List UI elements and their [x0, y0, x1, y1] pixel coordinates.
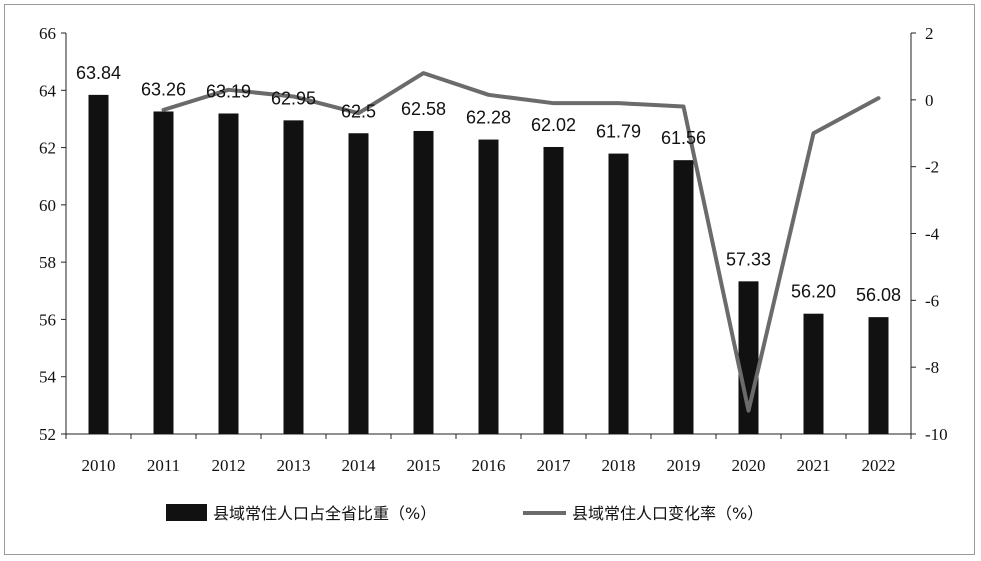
bar [348, 133, 369, 434]
bar-value-label: 63.84 [76, 63, 121, 83]
left-tick-label: 56 [39, 310, 56, 329]
legend: 县域常住人口占全省比重（%） 县域常住人口变化率（%） [166, 504, 763, 523]
bar [868, 317, 889, 434]
x-tick-label: 2015 [407, 456, 441, 475]
right-tick-label: -6 [925, 291, 939, 310]
bar [88, 94, 109, 435]
line-point [292, 94, 295, 98]
line-point [747, 409, 750, 413]
bar [608, 153, 629, 434]
change-rate-line [161, 71, 881, 413]
bar-value-label: 57.33 [726, 249, 771, 269]
line-point [682, 105, 685, 109]
bar-value-label: 62.02 [531, 115, 576, 135]
x-tick-label: 2022 [862, 456, 896, 475]
bar [543, 146, 564, 434]
bar-value-label: 62.28 [466, 108, 511, 128]
bar-value-label: 63.19 [206, 81, 251, 101]
legend-swatch-bar [166, 504, 207, 521]
line-point [227, 88, 230, 92]
bar-value-label: 62.95 [271, 88, 316, 108]
x-tick-label: 2010 [82, 456, 116, 475]
x-tick-label: 2017 [537, 456, 572, 475]
bar-value-label: 62.5 [341, 101, 376, 121]
legend-label-line: 县域常住人口变化率（%） [572, 504, 763, 523]
bar-value-label: 63.26 [141, 79, 186, 99]
line-point [422, 71, 425, 75]
line-point [877, 96, 880, 100]
legend-label-bar: 县域常住人口占全省比重（%） [213, 504, 436, 523]
left-tick-label: 52 [39, 425, 56, 444]
bar [478, 139, 499, 434]
line-group [161, 71, 881, 413]
line-point [162, 108, 165, 112]
bar-value-label: 56.20 [791, 282, 836, 302]
data-labels-group: 63.84 63.26 63.19 62.95 62.5 62.58 62.28 62.02 6… [76, 63, 901, 305]
x-tick-label: 2016 [472, 456, 506, 475]
line-point [552, 101, 555, 105]
bar [803, 313, 824, 434]
bar [673, 160, 694, 434]
bar-value-label: 61.56 [661, 128, 706, 148]
x-tick-label: 2018 [602, 456, 636, 475]
line-point [357, 111, 360, 115]
bars-group [88, 94, 889, 435]
left-tick-label: 64 [39, 81, 57, 100]
bar [218, 113, 239, 435]
bar [153, 111, 174, 434]
line-point [812, 131, 815, 135]
bar-value-label: 56.08 [856, 285, 901, 305]
x-tick-label: 2019 [667, 456, 701, 475]
right-tick-label: -10 [925, 425, 948, 444]
left-tick-label: 60 [39, 196, 56, 215]
right-tick-label: -8 [925, 358, 939, 377]
axes-group: 52 54 56 58 60 62 64 66 -10 -8 -6 -4 -2 0 2 2010 2011 201… [39, 24, 948, 475]
x-tick-label: 2020 [732, 456, 766, 475]
bar [413, 130, 434, 435]
line-point [617, 101, 620, 105]
x-tick-label: 2014 [342, 456, 377, 475]
x-tick-label: 2011 [147, 456, 180, 475]
x-tick-label: 2021 [797, 456, 831, 475]
bar-value-label: 62.58 [401, 99, 446, 119]
left-tick-label: 54 [39, 368, 57, 387]
left-tick-label: 66 [39, 24, 56, 43]
left-tick-label: 58 [39, 253, 56, 272]
right-tick-label: -2 [925, 158, 939, 177]
line-point [487, 93, 490, 97]
x-tick-label: 2013 [277, 456, 311, 475]
right-tick-label: 0 [925, 91, 934, 110]
bar-value-label: 61.79 [596, 122, 641, 142]
x-tick-label: 2012 [212, 456, 246, 475]
left-tick-label: 62 [39, 139, 56, 158]
right-tick-label: -4 [925, 225, 940, 244]
bar [283, 120, 304, 434]
right-tick-label: 2 [925, 24, 934, 43]
